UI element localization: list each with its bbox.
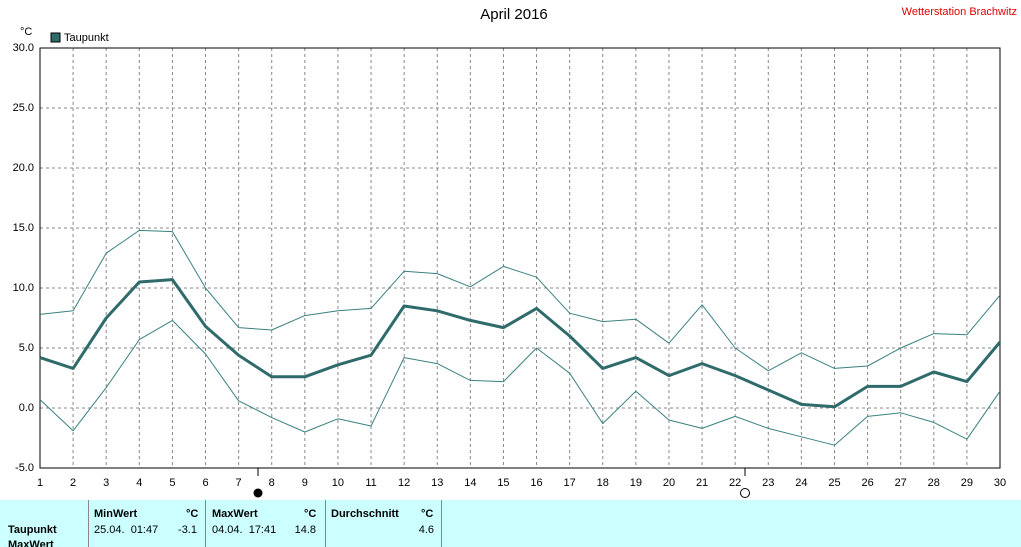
- x-tick-label: 8: [269, 477, 275, 489]
- row-label: Taupunkt: [8, 524, 57, 536]
- x-tick-label: 28: [928, 477, 940, 489]
- y-tick-label: 10.0: [13, 282, 34, 294]
- x-tick-label: 21: [696, 477, 708, 489]
- x-tick-label: 22: [729, 477, 741, 489]
- x-tick-label: 5: [169, 477, 175, 489]
- col-border: [441, 500, 442, 547]
- plot-area: [40, 48, 1000, 468]
- data-line: [39, 319, 1001, 446]
- x-tick-label: 16: [530, 477, 542, 489]
- full-moon: [253, 488, 263, 498]
- x-tick-label: 30: [994, 477, 1006, 489]
- y-tick-label: 15.0: [13, 222, 34, 234]
- x-tick-label: 29: [961, 477, 973, 489]
- x-tick-label: 9: [302, 477, 308, 489]
- x-tick-label: 13: [431, 477, 443, 489]
- header: °C: [304, 508, 317, 520]
- col-border: [205, 500, 206, 547]
- x-tick-label: 15: [497, 477, 509, 489]
- col-border: [88, 500, 89, 547]
- cell: -3.1: [178, 524, 197, 536]
- x-tick-label: 18: [597, 477, 609, 489]
- header: °C: [421, 508, 434, 520]
- x-tick-label: 27: [895, 477, 907, 489]
- chart: April 2016 Wetterstation Brachwitz °C -5…: [13, 6, 1017, 498]
- x-tick-label: 24: [795, 477, 807, 489]
- header: MinWert: [94, 508, 138, 520]
- header: Durchschnitt: [331, 508, 399, 520]
- x-tick-label: 20: [663, 477, 675, 489]
- col-border: [325, 500, 326, 547]
- x-tick-label: 17: [564, 477, 576, 489]
- new-moon: [740, 488, 750, 498]
- legend-swatch: [50, 32, 61, 43]
- data-line: [39, 229, 1001, 372]
- y-tick-label: -5.0: [15, 462, 34, 474]
- cell: 25.04. 01:47: [94, 524, 159, 536]
- cell: 04.04. 17:41: [212, 524, 277, 536]
- x-tick-label: 19: [630, 477, 642, 489]
- y-tick-label: 5.0: [19, 342, 34, 354]
- y-tick-label: 30.0: [13, 42, 34, 54]
- x-tick-label: 6: [202, 477, 208, 489]
- data-line: [39, 278, 1002, 409]
- y-tick-label: 0.0: [19, 402, 34, 414]
- x-tick-label: 12: [398, 477, 410, 489]
- cell: 14.8: [294, 524, 316, 536]
- x-tick-label: 11: [365, 477, 376, 489]
- stats-table: MinWert °C MaxWert °C Durchschnitt °C Ta…: [0, 500, 1021, 547]
- y-tick-label: 25.0: [13, 102, 34, 114]
- x-tick-label: 1: [37, 477, 43, 489]
- legend-label: Taupunkt: [64, 32, 109, 44]
- header: MaxWert: [212, 508, 258, 520]
- x-tick-label: 4: [136, 477, 142, 489]
- y-unit: °C: [20, 26, 32, 38]
- x-tick-label: 7: [236, 477, 242, 489]
- x-tick-label: 23: [762, 477, 774, 489]
- x-tick-label: 2: [70, 477, 76, 489]
- header: °C: [186, 508, 199, 520]
- cell: 4.6: [418, 524, 434, 536]
- y-tick-label: 20.0: [13, 162, 34, 174]
- x-tick-label: 3: [103, 477, 109, 489]
- plot-frame: [39, 47, 1001, 469]
- x-tick-label: 25: [828, 477, 840, 489]
- x-tick-label: 14: [464, 477, 476, 489]
- chart-title: April 2016: [480, 6, 548, 23]
- station-name: Wetterstation Brachwitz: [902, 6, 1017, 18]
- x-tick-label: 26: [861, 477, 873, 489]
- row-label: MaxWert: [8, 539, 54, 547]
- x-tick-label: 10: [332, 477, 344, 489]
